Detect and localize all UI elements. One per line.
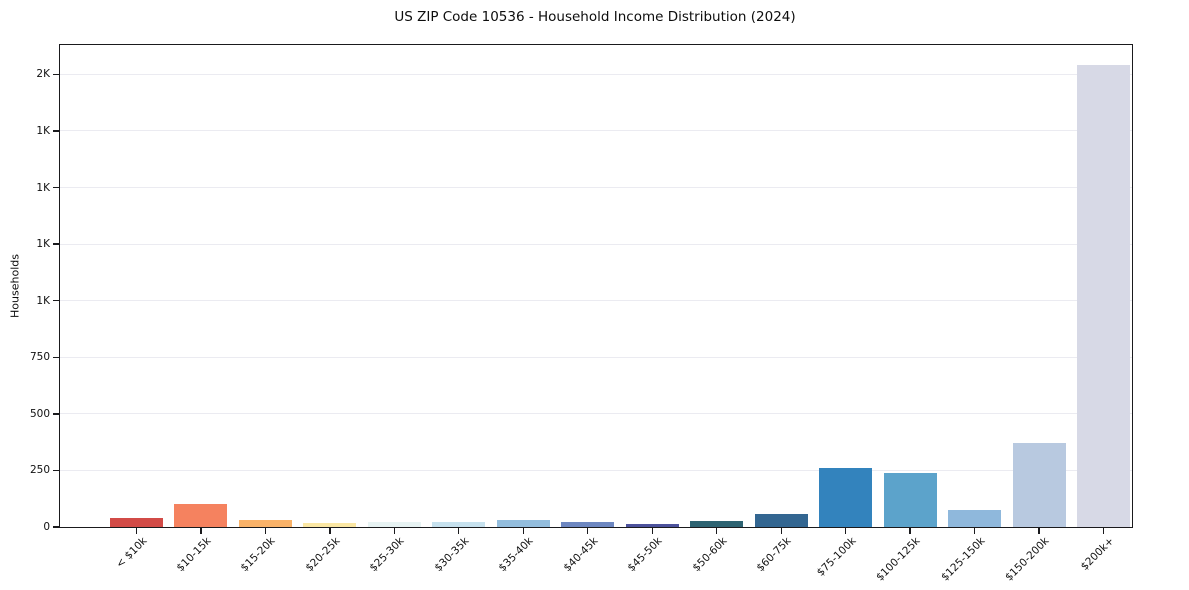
y-tick-mark <box>52 73 59 76</box>
x-tick-mark <box>329 528 331 535</box>
gridline <box>60 469 1132 471</box>
x-tick-mark <box>393 528 396 535</box>
bar <box>561 521 615 527</box>
x-tick-mark <box>458 528 460 535</box>
x-tick-mark <box>1102 528 1105 535</box>
x-tick-mark <box>522 528 524 535</box>
x-tick-mark <box>909 528 911 535</box>
x-tick-label: $75-100k <box>814 535 859 579</box>
bar <box>110 517 163 527</box>
bar <box>1012 443 1066 527</box>
bar <box>1077 65 1131 527</box>
bar <box>174 503 228 527</box>
y-tick-mark <box>52 243 59 245</box>
x-tick-label: $10-15k <box>174 535 214 575</box>
y-tick-label: 1K <box>36 181 50 194</box>
x-tick-label: $60-75k <box>754 535 794 575</box>
x-tick-label: $30-35k <box>432 535 472 575</box>
y-tick-mark <box>52 300 59 302</box>
x-tick-mark <box>200 528 202 535</box>
x-tick-mark <box>651 528 653 535</box>
bar <box>625 523 679 527</box>
bar <box>303 522 357 527</box>
y-tick-label: 500 <box>29 407 50 420</box>
bar <box>238 519 292 527</box>
x-tick-label: $35-40k <box>496 535 536 575</box>
y-tick-mark <box>52 356 59 358</box>
x-tick-label: $125-150k <box>938 535 988 584</box>
y-tick-mark <box>52 526 59 528</box>
bar <box>883 473 937 527</box>
bar <box>948 510 1002 527</box>
bar <box>432 522 486 527</box>
gridline <box>60 300 1132 302</box>
bar <box>690 521 744 527</box>
y-tick-mark <box>52 186 59 189</box>
y-tick-label: 1K <box>36 294 50 307</box>
x-tick-mark <box>973 528 976 535</box>
bar <box>367 522 421 527</box>
y-tick-label: 2K <box>36 68 50 81</box>
y-tick-mark <box>52 413 59 415</box>
y-axis-label: Households <box>8 254 22 318</box>
gridline <box>60 413 1132 415</box>
x-tick-mark <box>264 528 267 535</box>
bar <box>496 520 550 527</box>
gridline <box>60 243 1132 245</box>
x-tick-label: $50-60k <box>690 535 730 575</box>
x-tick-mark <box>780 528 782 535</box>
y-tick-label: 750 <box>29 351 50 364</box>
y-tick-label: 1K <box>36 124 50 137</box>
x-tick-mark <box>135 528 138 535</box>
y-tick-mark <box>52 469 59 472</box>
y-tick-label: 0 <box>43 521 50 533</box>
x-tick-label: $20-25k <box>303 535 343 575</box>
x-tick-label: $15-20k <box>238 535 278 575</box>
x-tick-mark <box>1038 528 1040 535</box>
gridline <box>60 187 1132 189</box>
gridline <box>60 73 1132 75</box>
gridline <box>60 130 1132 132</box>
x-tick-label: $150-200k <box>1003 535 1052 584</box>
bar <box>754 514 808 527</box>
x-tick-label: $45-50k <box>625 535 665 575</box>
y-tick-label: 1K <box>36 238 50 251</box>
x-tick-label: $40-45k <box>561 535 601 575</box>
x-tick-label: $25-30k <box>367 535 407 575</box>
x-tick-label: < $10k <box>113 535 149 571</box>
x-tick-mark <box>716 528 718 535</box>
y-tick-label: 250 <box>29 464 50 477</box>
x-tick-label: $200k+ <box>1078 535 1117 573</box>
x-tick-mark <box>587 528 589 535</box>
x-tick-label: $100-125k <box>874 535 923 584</box>
bar <box>819 467 873 527</box>
gridline <box>60 356 1132 358</box>
chart-title: US ZIP Code 10536 - Household Income Dis… <box>394 9 796 25</box>
plot-area: 0 250 500 750 1K 1K 1K 1K 2K < $10k $10-15k $15-20k… <box>30 44 1133 584</box>
y-tick-mark <box>52 130 59 132</box>
x-tick-mark <box>845 528 847 535</box>
